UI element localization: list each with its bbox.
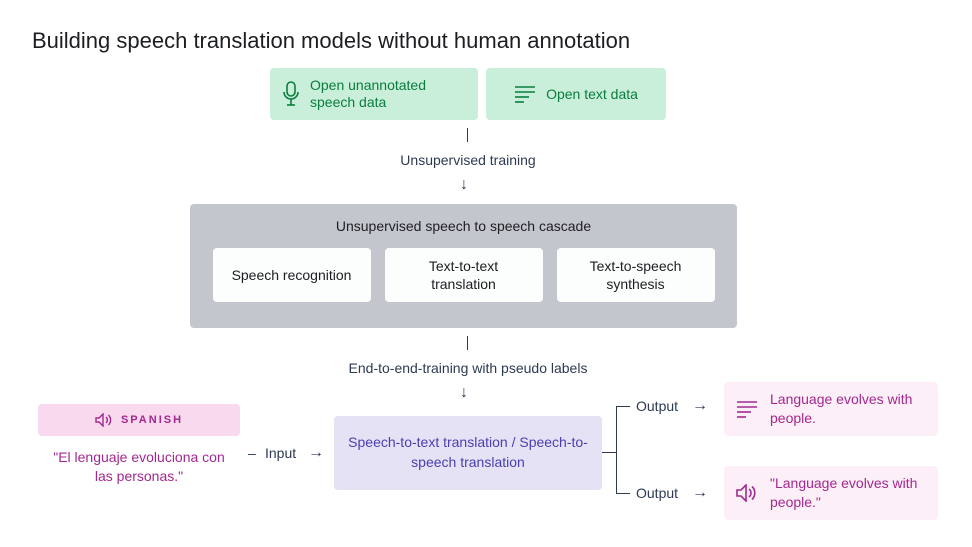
label-unsupervised: Unsupervised training [370,152,566,168]
box-text-data: Open text data [486,68,666,120]
connector-mid-tick [467,336,468,350]
label-input: Input [265,445,296,461]
cascade-step-3: Text-to-speech synthesis [557,248,715,302]
microphone-icon [282,81,300,107]
box-speech-data-label: Open unannotated speech data [310,77,466,112]
label-e2e: End-to-end-training with pseudo labels [320,360,616,376]
text-lines-icon [514,85,536,103]
cascade-step-2-label: Text-to-text translation [397,257,531,293]
cascade-step-2: Text-to-text translation [385,248,543,302]
arrow-down-1: ↓ [460,176,468,194]
input-dash: – [248,445,256,461]
box-cascade: Unsupervised speech to speech cascade Sp… [190,204,737,328]
cascade-step-1-label: Speech recognition [232,266,352,284]
connector-out-stub [602,452,616,453]
cascade-title: Unsupervised speech to speech cascade [206,218,721,234]
box-output-speech: "Language evolves with people." [724,466,938,520]
output-speech-label: "Language evolves with people." [770,474,926,512]
box-speech-data: Open unannotated speech data [270,68,478,120]
label-output-1: Output [636,398,678,414]
arrow-down-2: ↓ [460,384,468,402]
cascade-step-1: Speech recognition [213,248,371,302]
box-input-lang: SPANISH [38,404,240,436]
box-output-text: Language evolves with people. [724,382,938,436]
final-model-label: Speech-to-text translation / Speech-to-s… [346,433,590,472]
connector-out-bot [616,493,630,494]
label-output-2: Output [636,485,678,501]
connector-out-vert [616,406,617,494]
connector-top-tick [467,128,468,142]
speaker-icon [95,413,113,427]
connector-out-top [616,406,630,407]
box-text-data-label: Open text data [546,86,638,102]
output-text-label: Language evolves with people. [770,390,926,428]
arrow-output-1: → [692,397,708,415]
speaker-icon [736,484,758,502]
page-title: Building speech translation models witho… [32,28,630,54]
text-lines-icon [736,400,758,418]
cascade-step-3-label: Text-to-speech synthesis [569,257,703,293]
box-final-model: Speech-to-text translation / Speech-to-s… [334,416,602,490]
arrow-input: → [308,444,324,462]
arrow-output-2: → [692,484,708,502]
box-input-text: "El lenguaje evoluciona con las personas… [38,440,240,494]
input-text-label: "El lenguaje evoluciona con las personas… [48,448,230,486]
input-lang-label: SPANISH [121,414,183,426]
